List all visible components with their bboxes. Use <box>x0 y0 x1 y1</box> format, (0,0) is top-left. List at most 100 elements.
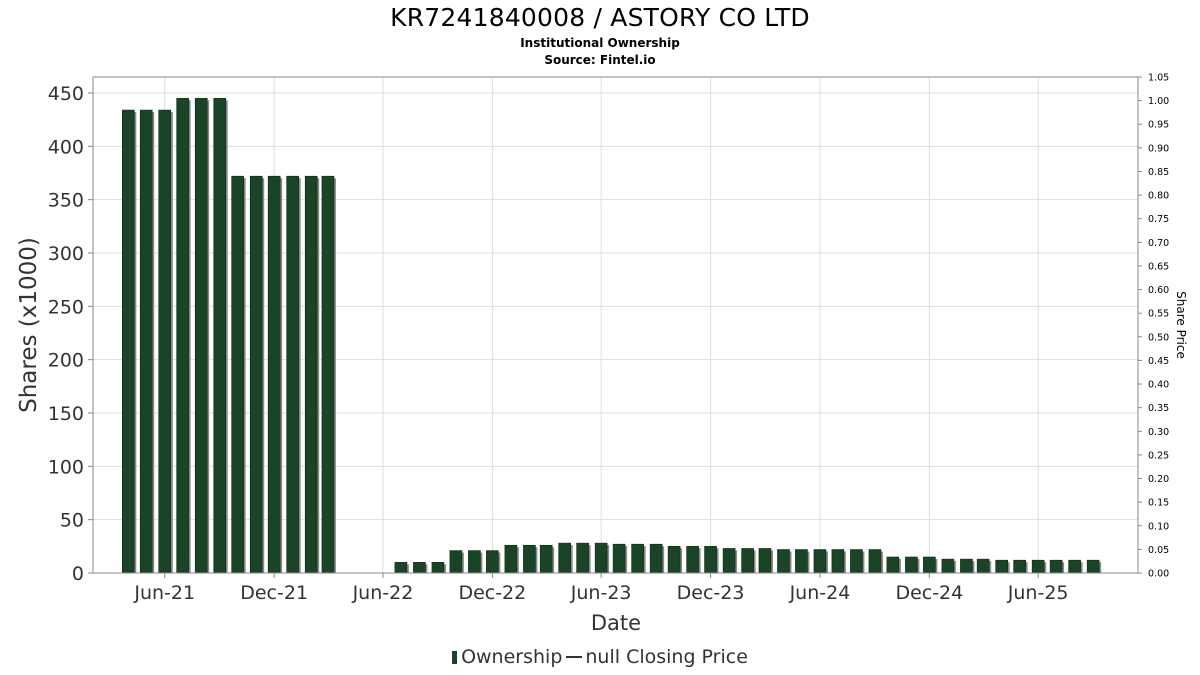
y2-tick-label: 0.75 <box>1148 214 1169 225</box>
y2-tick-label: 0.25 <box>1148 450 1169 461</box>
ownership-bar <box>704 546 717 574</box>
x-tick-label: Jun-22 <box>352 582 414 604</box>
y-tick-label: 100 <box>48 456 84 478</box>
y2-axis-label: Share Price <box>1174 291 1188 359</box>
y2-tick-label: 0.45 <box>1148 356 1169 367</box>
bar-layer <box>121 98 1102 574</box>
x-tick-label: Jun-23 <box>570 582 632 604</box>
ownership-bar <box>612 543 626 574</box>
y2-tick-label: 1.00 <box>1148 96 1169 107</box>
ownership-bar <box>394 562 408 574</box>
ownership-bar <box>1049 559 1063 574</box>
ownership-bar <box>1031 559 1045 574</box>
ownership-bar <box>722 548 736 574</box>
ownership-bar <box>813 549 827 574</box>
legend-price-label: null Closing Price <box>585 646 748 668</box>
ownership-bar <box>139 109 153 574</box>
ownership-bar <box>868 549 882 574</box>
chart-source: Source: Fintel.io <box>544 53 656 67</box>
y-tick-label: 450 <box>48 83 84 105</box>
ownership-bar <box>1068 559 1081 574</box>
y2-tick-label: 1.05 <box>1148 73 1169 84</box>
legend-ownership-label: Ownership <box>461 646 563 668</box>
ownership-bar <box>905 556 918 574</box>
ownership-bar <box>468 550 481 574</box>
ownership-bar <box>431 562 445 574</box>
chart-title: KR7241840008 / ASTORY CO LTD <box>390 3 810 32</box>
ownership-bar <box>231 175 244 574</box>
y2-tick-label: 0.10 <box>1148 521 1169 532</box>
ownership-bar <box>194 98 208 574</box>
ownership-bar <box>158 109 172 574</box>
ownership-bar <box>267 175 281 574</box>
y2-tick-label: 0.65 <box>1148 261 1169 272</box>
ownership-bar <box>576 542 589 574</box>
ownership-bar <box>649 543 663 574</box>
y-tick-label: 50 <box>60 510 84 532</box>
y2-tick-label: 0.70 <box>1148 238 1169 249</box>
ownership-bar <box>121 109 135 574</box>
ownership-bar <box>686 546 699 574</box>
chart-legend: Ownership null Closing Price <box>0 646 1200 668</box>
grid-layer <box>93 77 1138 574</box>
x-tick-label: Dec-22 <box>458 582 526 604</box>
chart-subtitle: Institutional Ownership <box>520 36 680 50</box>
y2-tick-label: 0.30 <box>1148 427 1169 438</box>
y-tick-label: 250 <box>48 296 84 318</box>
ownership-bar <box>631 543 644 574</box>
ownership-bar <box>941 558 955 574</box>
ownership-bar <box>413 562 426 574</box>
y-tick-label: 400 <box>48 136 84 158</box>
axis-layer: 0 50 100 150 200 250 300 350 400 450 0.00 0.05 0.10 0… <box>48 73 1169 605</box>
y2-tick-label: 0.20 <box>1148 474 1169 485</box>
x-tick-label: Dec-24 <box>895 582 963 604</box>
y2-tick-label: 0.00 <box>1148 569 1169 580</box>
ownership-bar <box>923 556 936 574</box>
x-tick-label: Jun-24 <box>789 582 851 604</box>
ownership-bar <box>286 175 299 574</box>
y-tick-label: 200 <box>48 350 84 372</box>
y2-tick-label: 0.60 <box>1148 285 1169 296</box>
plot-frame <box>92 76 1139 574</box>
ownership-bar <box>1013 559 1026 574</box>
y2-tick-label: 0.35 <box>1148 403 1169 414</box>
chart-header: KR7241840008 / ASTORY CO LTD Institution… <box>0 0 1200 69</box>
ownership-bar <box>976 558 990 574</box>
y2-tick-label: 0.95 <box>1148 120 1169 131</box>
price-legend-line <box>566 656 583 658</box>
ownership-bar <box>1086 559 1100 574</box>
y2-tick-label: 0.40 <box>1148 380 1169 391</box>
x-axis-label: Date <box>591 611 641 635</box>
y2-tick-label: 0.85 <box>1148 167 1169 178</box>
ownership-bar <box>449 550 463 574</box>
ownership-bar <box>850 549 863 574</box>
x-tick-label: Jun-21 <box>133 582 195 604</box>
y2-tick-label: 0.80 <box>1148 191 1169 202</box>
y-axis-label: Shares (x1000) <box>16 237 42 413</box>
ownership-bar <box>321 175 335 574</box>
ownership-bar <box>249 175 263 574</box>
ownership-bar <box>213 98 227 574</box>
ownership-bar <box>558 542 571 574</box>
ownership-bar <box>523 544 536 574</box>
y-tick-label: 0 <box>72 563 84 585</box>
ownership-bar <box>504 544 518 574</box>
y2-tick-label: 0.50 <box>1148 332 1169 343</box>
ownership-bar <box>960 558 973 574</box>
ownership-bar <box>831 549 845 574</box>
ownership-bar <box>594 542 608 574</box>
ownership-bar <box>758 548 772 574</box>
ownership-bar <box>667 546 681 574</box>
y-tick-label: 300 <box>48 243 84 265</box>
ownership-bar <box>995 559 1008 574</box>
y2-tick-label: 0.55 <box>1148 309 1169 320</box>
y2-tick-label: 0.90 <box>1148 143 1169 154</box>
ownership-bar <box>486 550 499 574</box>
ownership-bar <box>795 549 808 574</box>
x-tick-label: Jun-25 <box>1007 582 1069 604</box>
y2-tick-label: 0.05 <box>1148 545 1169 556</box>
ownership-bar <box>539 544 553 574</box>
ownership-legend-swatch <box>452 651 458 664</box>
y-tick-label: 150 <box>48 403 84 425</box>
